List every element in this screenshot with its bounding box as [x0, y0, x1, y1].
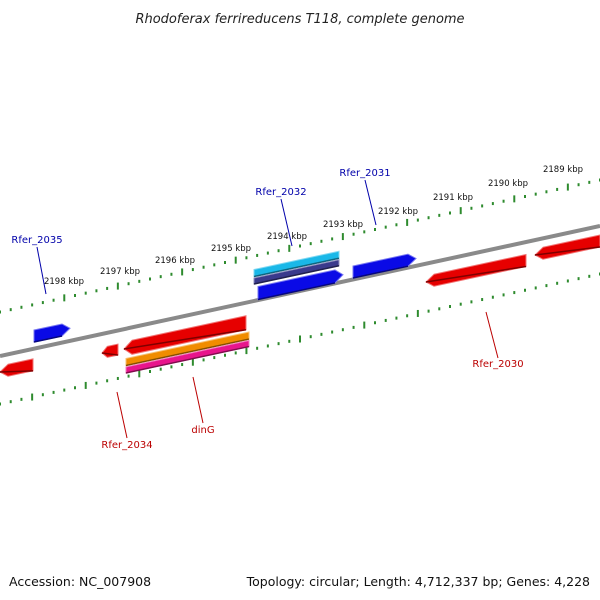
- gene-label: Rfer_2034: [101, 440, 152, 451]
- topology-text: Topology: circular; Length: 4,712,337 bp…: [246, 574, 590, 589]
- gene-Rfer_2034: [101, 343, 119, 358]
- gene-label: dinG: [191, 425, 214, 436]
- gene-Rfer_2035-highlight: [33, 323, 71, 343]
- tick-labels: 2189 kbp 2190 kbp 2191 kbp 2192 kbp 2193 kbp…: [44, 165, 583, 287]
- gene-labels: Rfer_2031 Rfer_2032 Rfer_2035 Rfer_2030 Rfer…: [11, 168, 523, 451]
- gene-Rfer_2035-shadow: [33, 335, 63, 343]
- tick-label: 2194 kbp: [267, 232, 307, 242]
- gene-features: [0, 234, 600, 377]
- gene-reverse-edge-shadow: [534, 246, 600, 256]
- tick-label: 2197 kbp: [100, 267, 140, 277]
- gene-Rfer_2032-shadow: [257, 282, 336, 301]
- gene-reverse-edge: [534, 234, 600, 260]
- leader-line: [485, 311, 499, 359]
- tick-label: 2192 kbp: [378, 207, 418, 217]
- gene-dinG-region-highlight: [123, 315, 247, 355]
- gene-track-orange-shadow: [125, 338, 250, 367]
- gene-Rfer_2031: [352, 253, 417, 279]
- gene-Rfer_2034-highlight: [101, 343, 119, 358]
- gene-Rfer_2031-shadow: [352, 265, 409, 279]
- leader-line: [116, 391, 128, 439]
- tick-label: 2195 kbp: [211, 244, 251, 254]
- gene-track-magenta-body: [126, 340, 249, 373]
- tick-label: 2193 kbp: [323, 220, 363, 230]
- tick-label: 2190 kbp: [488, 179, 528, 189]
- gene-Rfer_2032-highlight: [257, 269, 344, 301]
- gene-track-cyan-body: [254, 251, 339, 277]
- gene-Rfer_2030-highlight: [425, 253, 527, 287]
- gene-Rfer_2030: [425, 253, 527, 287]
- accession-text: Accession: NC_007908: [9, 574, 151, 589]
- gene-Rfer_2032-body: [258, 269, 343, 300]
- gene-reverse-edge-highlight: [534, 234, 600, 260]
- tick-label: 2191 kbp: [433, 193, 473, 203]
- gene-Rfer_2032: [257, 269, 344, 301]
- gene-track-navy-shadow: [253, 264, 340, 285]
- gene-track-cyan-shadow: [253, 257, 340, 278]
- tick-label: 2196 kbp: [155, 256, 195, 266]
- gene-track-orange-body: [126, 332, 249, 366]
- gene-track-navy-body: [254, 259, 339, 284]
- outer-tick-ring: [0, 178, 600, 314]
- gene-label: Rfer_2032: [255, 187, 306, 198]
- tick-label: 2189 kbp: [543, 165, 583, 175]
- gene-Rfer_2035: [33, 323, 71, 343]
- leader-line: [36, 246, 47, 295]
- gene-reverse-left: [0, 358, 34, 377]
- gene-Rfer_2031-highlight: [352, 253, 417, 279]
- gene-track-cyan: [253, 250, 340, 278]
- tick-label: 2198 kbp: [44, 277, 84, 287]
- gene-label: Rfer_2030: [472, 359, 523, 370]
- gene-track-magenta-shadow: [125, 345, 250, 374]
- inner-tick-ring: [0, 272, 600, 406]
- map-title: Rhodoferax ferrireducens T118, complete …: [135, 12, 464, 27]
- gene-track-navy: [253, 259, 340, 285]
- gene-reverse-left-shadow: [0, 370, 34, 373]
- gene-track-orange: [125, 331, 250, 367]
- gene-dinG-region-shadow: [123, 329, 247, 350]
- gene-label: Rfer_2035: [11, 235, 62, 246]
- gene-dinG-region: [123, 315, 247, 355]
- gene-track-magenta: [125, 339, 250, 374]
- gene-Rfer_2030-shadow: [425, 265, 527, 283]
- leader-line: [364, 179, 377, 226]
- gene-reverse-left-highlight: [0, 358, 34, 377]
- leader-line: [192, 376, 204, 424]
- gene-label: Rfer_2031: [339, 168, 390, 179]
- leader-line: [280, 198, 293, 247]
- gene-Rfer_2031-body: [353, 254, 416, 278]
- gene-Rfer_2034-shadow: [101, 352, 119, 356]
